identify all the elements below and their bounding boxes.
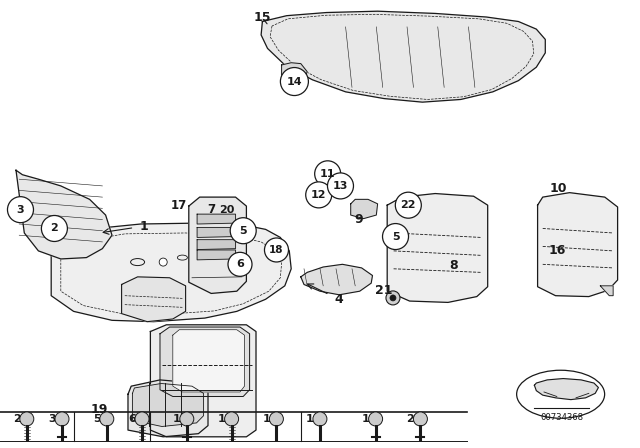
Text: 3: 3 xyxy=(48,414,56,424)
Polygon shape xyxy=(160,327,250,396)
Circle shape xyxy=(159,258,167,266)
Polygon shape xyxy=(197,228,236,237)
Circle shape xyxy=(230,218,256,244)
Circle shape xyxy=(396,192,421,218)
Text: 3: 3 xyxy=(17,205,24,215)
Circle shape xyxy=(306,182,332,208)
Text: 14: 14 xyxy=(287,77,302,86)
Text: 5: 5 xyxy=(392,232,399,241)
Polygon shape xyxy=(600,286,613,296)
Text: 19: 19 xyxy=(90,403,108,417)
Circle shape xyxy=(8,197,33,223)
Text: 6: 6 xyxy=(128,414,136,424)
Circle shape xyxy=(100,412,114,426)
Circle shape xyxy=(328,173,353,199)
Text: 21: 21 xyxy=(375,284,393,297)
Polygon shape xyxy=(150,325,256,437)
Text: 7: 7 xyxy=(207,203,215,216)
Circle shape xyxy=(280,68,308,95)
Text: 20: 20 xyxy=(220,205,235,215)
Circle shape xyxy=(386,291,400,305)
Circle shape xyxy=(269,412,284,426)
Text: 15: 15 xyxy=(253,10,271,24)
Text: 11: 11 xyxy=(320,169,335,179)
Circle shape xyxy=(228,252,252,276)
Polygon shape xyxy=(16,170,112,259)
Polygon shape xyxy=(282,63,307,83)
Text: 12: 12 xyxy=(218,414,233,424)
Text: 2: 2 xyxy=(13,414,20,424)
Circle shape xyxy=(135,412,149,426)
Polygon shape xyxy=(534,379,598,400)
Polygon shape xyxy=(197,250,236,260)
Circle shape xyxy=(42,215,67,241)
Circle shape xyxy=(313,412,327,426)
Polygon shape xyxy=(538,193,618,297)
Text: 6: 6 xyxy=(236,259,244,269)
Polygon shape xyxy=(189,197,246,293)
Polygon shape xyxy=(261,11,545,102)
Polygon shape xyxy=(301,264,372,295)
Text: 4: 4 xyxy=(335,293,344,306)
Text: 13: 13 xyxy=(333,181,348,191)
Circle shape xyxy=(413,412,428,426)
Circle shape xyxy=(390,295,396,301)
Text: 5: 5 xyxy=(239,226,247,236)
Polygon shape xyxy=(132,383,204,426)
Circle shape xyxy=(369,412,383,426)
Text: 8: 8 xyxy=(449,258,458,272)
Circle shape xyxy=(20,412,34,426)
Polygon shape xyxy=(173,330,244,392)
Text: 22: 22 xyxy=(406,414,422,424)
Text: 13: 13 xyxy=(262,414,278,424)
Text: 2: 2 xyxy=(51,224,58,233)
Circle shape xyxy=(264,238,289,262)
Circle shape xyxy=(383,224,408,250)
Circle shape xyxy=(180,412,194,426)
Text: 00734368: 00734368 xyxy=(540,413,584,422)
Polygon shape xyxy=(51,223,291,322)
Polygon shape xyxy=(128,380,208,437)
Circle shape xyxy=(225,412,239,426)
Polygon shape xyxy=(387,194,488,302)
Text: 5: 5 xyxy=(93,414,100,424)
Polygon shape xyxy=(351,199,378,219)
Text: 10: 10 xyxy=(549,181,567,195)
Text: 16: 16 xyxy=(548,244,566,258)
Text: 22: 22 xyxy=(401,200,416,210)
Text: 12: 12 xyxy=(311,190,326,200)
Text: 14: 14 xyxy=(306,414,321,424)
Text: 18: 18 xyxy=(269,245,284,255)
Text: 9: 9 xyxy=(354,213,363,226)
Text: 1: 1 xyxy=(140,220,148,233)
Text: 17: 17 xyxy=(171,198,188,212)
Circle shape xyxy=(55,412,69,426)
Polygon shape xyxy=(122,277,186,322)
Polygon shape xyxy=(197,240,236,250)
Text: 11: 11 xyxy=(173,414,188,424)
Circle shape xyxy=(315,161,340,187)
Polygon shape xyxy=(197,214,236,224)
Text: 18: 18 xyxy=(362,414,377,424)
